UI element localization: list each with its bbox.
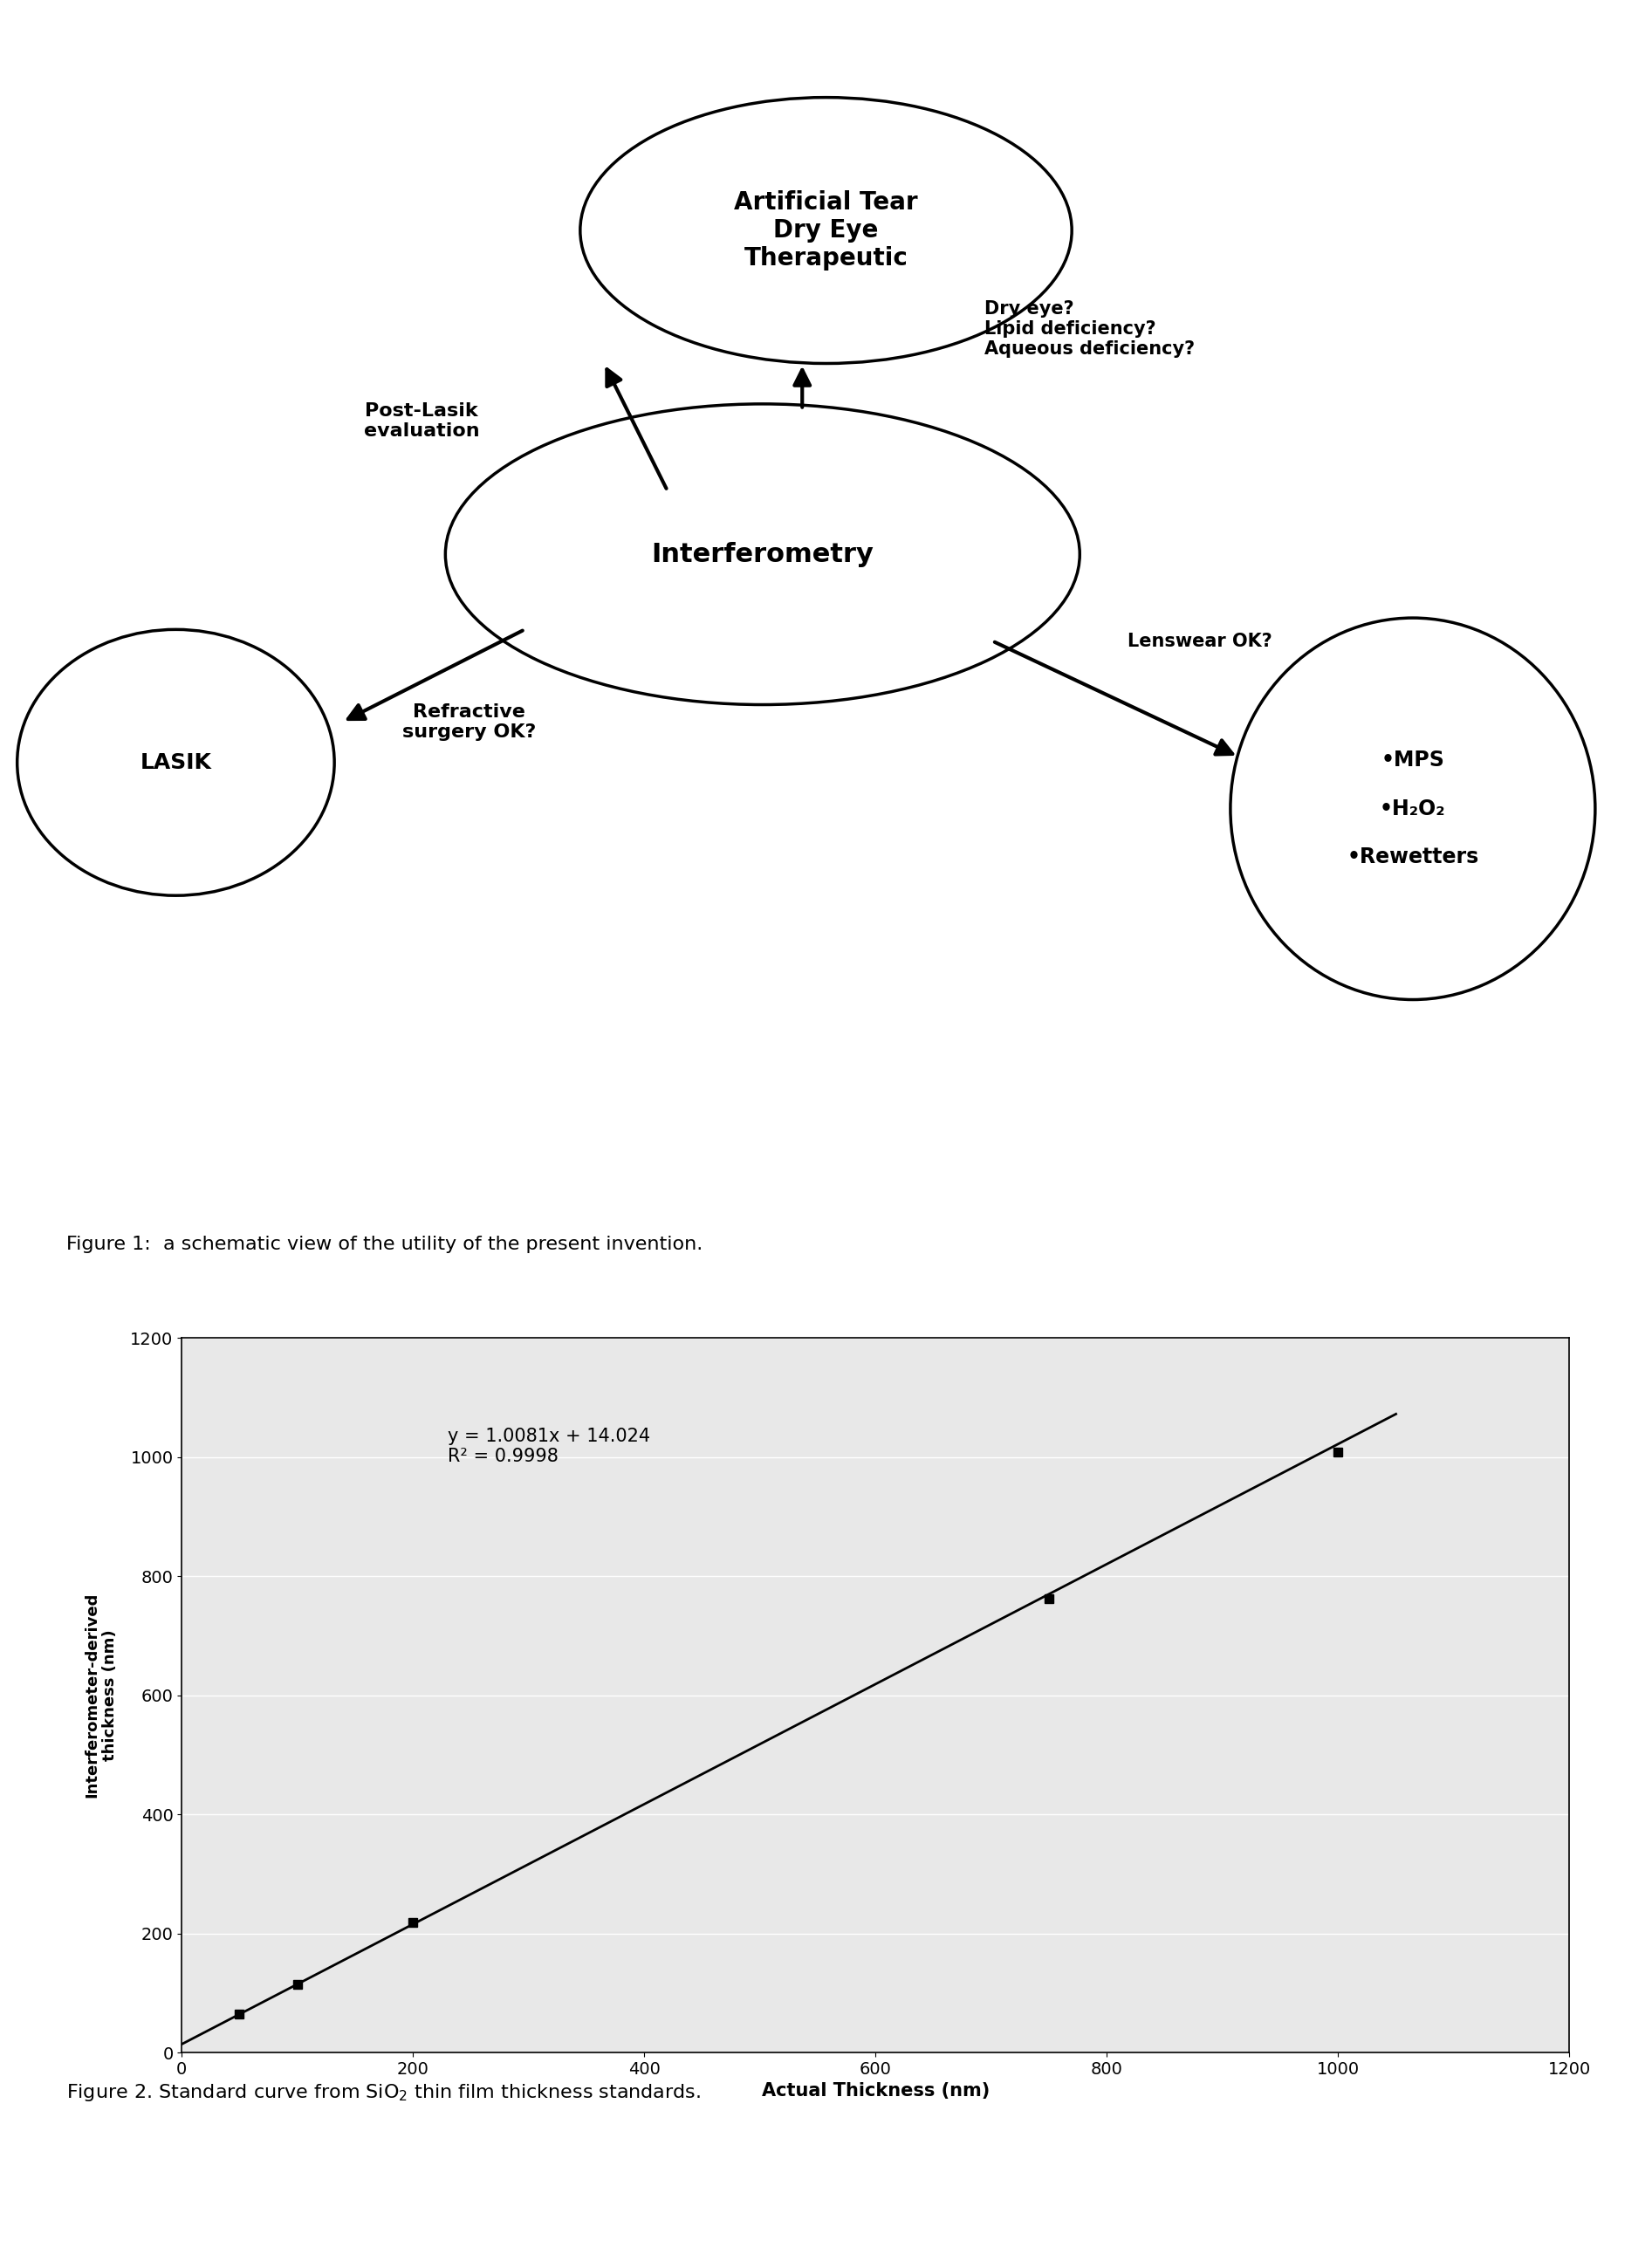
Text: Artificial Tear
Dry Eye
Therapeutic: Artificial Tear Dry Eye Therapeutic bbox=[733, 191, 919, 270]
Text: Interferometry: Interferometry bbox=[651, 542, 874, 567]
Text: Figure 1:  a schematic view of the utility of the present invention.: Figure 1: a schematic view of the utilit… bbox=[66, 1236, 702, 1254]
Text: Dry eye?
Lipid deficiency?
Aqueous deficiency?: Dry eye? Lipid deficiency? Aqueous defic… bbox=[985, 299, 1194, 358]
Text: Post-Lasik
evaluation: Post-Lasik evaluation bbox=[363, 401, 479, 440]
X-axis label: Actual Thickness (nm): Actual Thickness (nm) bbox=[762, 2082, 990, 2100]
Text: y = 1.0081x + 14.024
R² = 0.9998: y = 1.0081x + 14.024 R² = 0.9998 bbox=[448, 1427, 651, 1465]
Text: •MPS

•H₂O₂

•Rewetters: •MPS •H₂O₂ •Rewetters bbox=[1346, 751, 1479, 869]
Text: Figure 2. Standard curve from SiO$_2$ thin film thickness standards.: Figure 2. Standard curve from SiO$_2$ th… bbox=[66, 2082, 700, 2102]
Text: Refractive
surgery OK?: Refractive surgery OK? bbox=[401, 703, 537, 742]
Text: Lenswear OK?: Lenswear OK? bbox=[1127, 633, 1272, 649]
Text: LASIK: LASIK bbox=[140, 753, 211, 773]
Y-axis label: Interferometer-derived
thickness (nm): Interferometer-derived thickness (nm) bbox=[84, 1592, 119, 1799]
